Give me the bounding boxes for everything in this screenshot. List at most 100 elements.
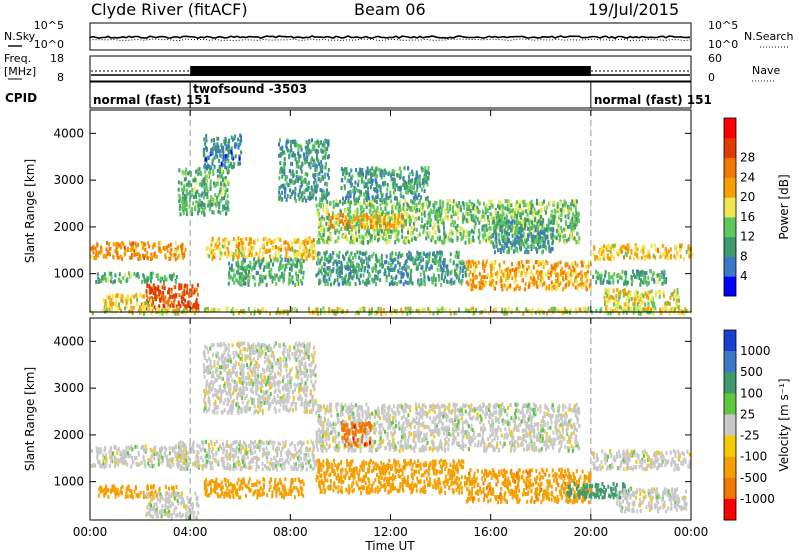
echo-cell [415,255,418,260]
echo-cell [197,172,200,177]
echo-cell [259,248,261,252]
echo-cell [127,297,130,302]
echo-cell [575,279,578,284]
echo-cell [323,262,326,267]
echo-cell [503,283,506,288]
nave-label: Nave [752,64,780,77]
echo-cell [665,305,668,310]
echo-cell [628,298,631,303]
echo-cell [203,137,206,142]
echo-cell [461,259,464,264]
echo-cell [404,199,407,204]
echo-cell [459,205,462,210]
echo-cell [584,264,587,269]
echo-cell [427,275,430,280]
echo-cell [551,219,553,224]
echo-cell [376,195,379,200]
echo-cell [387,230,390,235]
echo-cell [202,150,205,155]
echo-cell [405,239,408,244]
echo-cell [630,296,633,301]
echo-cell [310,194,313,199]
echo-cell [105,302,108,307]
echo-cell [461,220,464,225]
echo-cell [92,245,95,250]
echo-cell [237,267,240,272]
echo-cell [368,255,371,260]
echo-cell [392,172,395,177]
echo-cell [230,150,233,155]
echo-cell [104,276,107,281]
echo-cell [542,231,545,236]
echo-cell [280,243,283,248]
echo-cell [379,198,382,202]
echo-cell [423,281,426,286]
echo-cell [430,276,433,281]
echo-cell [413,236,416,241]
echo-cell [223,176,226,181]
echo-cell [118,306,121,310]
echo-cell [401,266,404,271]
echo-cell [639,282,642,287]
echo-cell [329,232,332,237]
echo-cell [537,236,540,241]
echo-cell [253,262,256,267]
echo-cell [206,165,209,170]
echo-cell [515,240,518,245]
echo-cell [459,279,462,284]
echo-cell [434,216,437,221]
echo-cell [301,255,304,260]
echo-cell [438,213,440,218]
echo-cell [219,149,222,153]
echo-cell [422,184,425,189]
echo-cell [363,268,366,273]
echo-cell [341,254,344,259]
echo-cell [489,212,492,216]
echo-cell [295,174,298,179]
echo-cell [625,246,628,251]
echo-cell [162,303,165,308]
echo-cell [495,232,498,237]
echo-cell [506,207,509,212]
echo-cell [424,178,427,183]
echo-cell [301,248,304,253]
echo-cell [375,187,377,191]
echo-cell [413,181,416,185]
echo-cell [528,219,531,223]
echo-cell [135,273,138,278]
echo-cell [425,175,428,180]
echo-cell [240,247,243,252]
echo-cell [318,162,321,167]
echo-cell [479,279,482,283]
echo-cell [334,214,337,218]
echo-cell [225,144,228,149]
echo-cell [195,180,198,185]
echo-cell [366,260,369,265]
echo-cell [526,218,529,223]
echo-cell [317,214,320,219]
echo-cell [252,265,254,270]
echo-cell [175,275,178,279]
echo-cell [610,295,613,300]
echo-cell [312,163,315,168]
echo-cell [233,280,236,285]
echo-cell [625,297,628,302]
echo-cell [523,244,526,249]
echo-cell [608,256,610,261]
echo-cell [242,257,245,262]
echo-cell [347,267,350,272]
echo-cell [437,224,440,229]
echo-cell [349,240,352,245]
echo-cell [227,182,230,187]
echo-cell [362,240,365,245]
echo-cell [599,280,602,285]
echo-cell [570,207,572,212]
echo-cell [552,228,555,233]
echo-cell [149,296,152,301]
echo-cell [334,230,337,235]
echo-cell [612,247,615,252]
echo-cell [232,252,235,257]
echo-cell [562,234,565,239]
echo-cell [542,265,545,270]
echo-cell [518,264,521,269]
